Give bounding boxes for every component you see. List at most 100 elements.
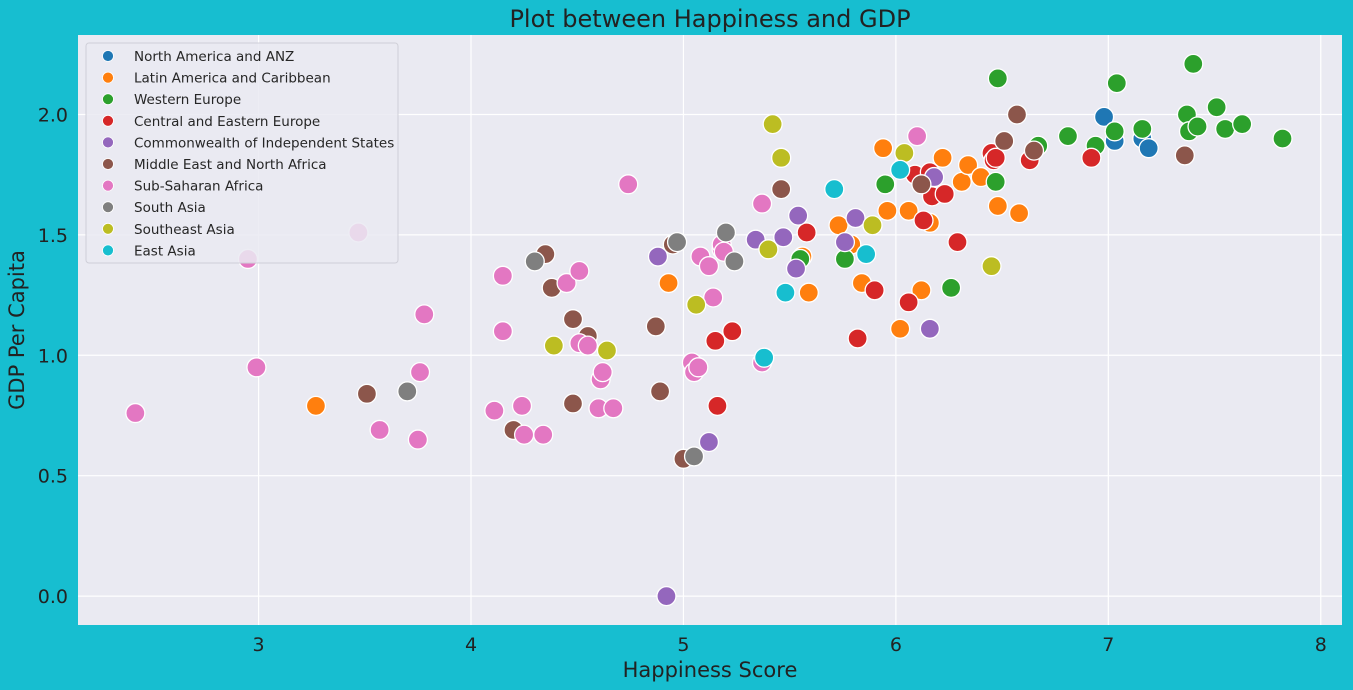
data-point-commonwealth-of-independent-states (698, 431, 720, 453)
y-tick-label: 1.0 (38, 345, 68, 367)
data-point-western-europe (875, 174, 896, 195)
data-point-sub-saharan-africa (592, 361, 613, 383)
data-point-commonwealth-of-independent-states (919, 318, 941, 339)
data-point-latin-america-and-caribbean (889, 318, 911, 339)
data-point-latin-america-and-caribbean (932, 147, 953, 168)
data-point-middle-east-and-north-africa (649, 381, 671, 402)
data-point-commonwealth-of-independent-states (785, 258, 807, 279)
data-point-sub-saharan-africa (484, 400, 505, 421)
legend-box (85, 42, 399, 264)
legend-marker (102, 244, 114, 257)
data-point-latin-america-and-caribbean (798, 282, 819, 303)
data-points (125, 53, 1293, 607)
data-point-sub-saharan-africa (533, 424, 554, 445)
legend-label: Central and Eastern Europe (134, 114, 320, 130)
data-point-southeast-asia (762, 113, 783, 135)
data-point-latin-america-and-caribbean (877, 200, 898, 221)
legend-marker (102, 50, 114, 62)
data-point-north-america-and-anz (1138, 138, 1159, 159)
legend-marker (102, 114, 114, 127)
data-point-western-europe (1232, 113, 1253, 135)
data-point-central-and-eastern-europe (898, 292, 919, 313)
data-point-sub-saharan-africa (569, 260, 590, 282)
data-point-latin-america-and-caribbean (898, 200, 919, 221)
data-point-western-europe (987, 68, 1009, 89)
data-point-southeast-asia (771, 147, 792, 168)
legend-label: East Asia (134, 243, 196, 259)
y-tick-label: 1.5 (38, 225, 68, 247)
data-point-sub-saharan-africa (556, 272, 577, 294)
data-point-middle-east-and-north-africa (562, 309, 584, 330)
data-point-southeast-asia (758, 239, 779, 260)
x-tick-label: 3 (253, 634, 265, 656)
data-point-south-asia (397, 381, 418, 402)
data-point-sub-saharan-africa (577, 335, 598, 356)
chart-title: Plot between Happiness and GDP (509, 5, 910, 33)
x-axis-label: Happiness Score (623, 658, 798, 682)
data-point-sub-saharan-africa (492, 265, 514, 286)
legend-label: Middle East and North Africa (134, 157, 327, 173)
data-point-sub-saharan-africa (618, 174, 639, 195)
data-point-south-asia (724, 251, 745, 272)
data-point-south-asia (683, 446, 705, 467)
data-point-western-europe (1104, 121, 1125, 142)
data-point-middle-east-and-north-africa (645, 316, 666, 337)
data-point-southeast-asia (894, 142, 915, 164)
data-point-sub-saharan-africa (407, 429, 429, 450)
y-axis-label: GDP Per Capita (5, 250, 29, 410)
data-point-commonwealth-of-independent-states (647, 246, 669, 267)
data-point-western-europe (834, 248, 856, 270)
data-point-southeast-asia (596, 340, 618, 361)
legend-marker (102, 222, 114, 235)
data-point-middle-east-and-north-africa (356, 383, 378, 404)
x-tick-label: 5 (677, 634, 689, 656)
legend-label: Latin America and Caribbean (134, 71, 331, 87)
x-tick-label: 6 (890, 634, 902, 656)
data-point-central-and-eastern-europe (947, 231, 968, 253)
data-point-middle-east-and-north-africa (1174, 145, 1195, 166)
data-point-central-and-eastern-europe (796, 222, 817, 243)
data-point-middle-east-and-north-africa (562, 393, 584, 414)
data-point-middle-east-and-north-africa (1006, 104, 1028, 125)
data-point-sub-saharan-africa (751, 193, 773, 214)
data-point-east-asia (889, 159, 911, 181)
data-point-middle-east-and-north-africa (771, 178, 792, 200)
data-point-western-europe (940, 277, 962, 299)
data-point-commonwealth-of-independent-states (773, 227, 794, 248)
data-point-latin-america-and-caribbean (658, 272, 679, 294)
data-point-western-europe (1057, 125, 1079, 147)
legend: North America and ANZ Latin America and C… (85, 42, 399, 264)
data-point-middle-east-and-north-africa (994, 130, 1015, 152)
legend-label: Western Europe (134, 92, 241, 108)
data-point-sub-saharan-africa (513, 424, 535, 445)
data-point-sub-saharan-africa (698, 256, 720, 277)
x-tick-label: 7 (1102, 634, 1114, 656)
data-point-latin-america-and-caribbean (987, 195, 1009, 217)
data-point-sub-saharan-africa (906, 125, 928, 147)
data-point-central-and-eastern-europe (847, 328, 868, 349)
data-point-latin-america-and-caribbean (911, 280, 932, 301)
legend-marker (102, 179, 114, 192)
data-point-sub-saharan-africa (688, 357, 709, 378)
data-point-south-asia (666, 231, 688, 253)
data-point-western-europe (1187, 116, 1208, 137)
data-point-east-asia (754, 347, 775, 368)
data-point-western-europe (1132, 118, 1153, 140)
data-point-commonwealth-of-independent-states (788, 205, 809, 226)
data-point-commonwealth-of-independent-states (845, 207, 866, 229)
legend-marker (102, 93, 114, 106)
data-point-sub-saharan-africa (409, 361, 431, 383)
data-point-central-and-eastern-europe (722, 321, 743, 342)
legend-marker (102, 71, 114, 84)
data-point-latin-america-and-caribbean (828, 215, 849, 236)
legend-label: Sub-Saharan Africa (134, 179, 263, 195)
data-point-central-and-eastern-europe (705, 330, 726, 351)
data-point-western-europe (1183, 53, 1204, 75)
data-point-central-and-eastern-europe (913, 210, 934, 231)
legend-label: Southeast Asia (134, 222, 235, 238)
data-point-central-and-eastern-europe (707, 395, 728, 417)
data-point-middle-east-and-north-africa (911, 174, 932, 195)
data-point-southeast-asia (862, 215, 883, 236)
legend-marker (102, 136, 114, 149)
data-point-sub-saharan-africa (492, 321, 514, 342)
